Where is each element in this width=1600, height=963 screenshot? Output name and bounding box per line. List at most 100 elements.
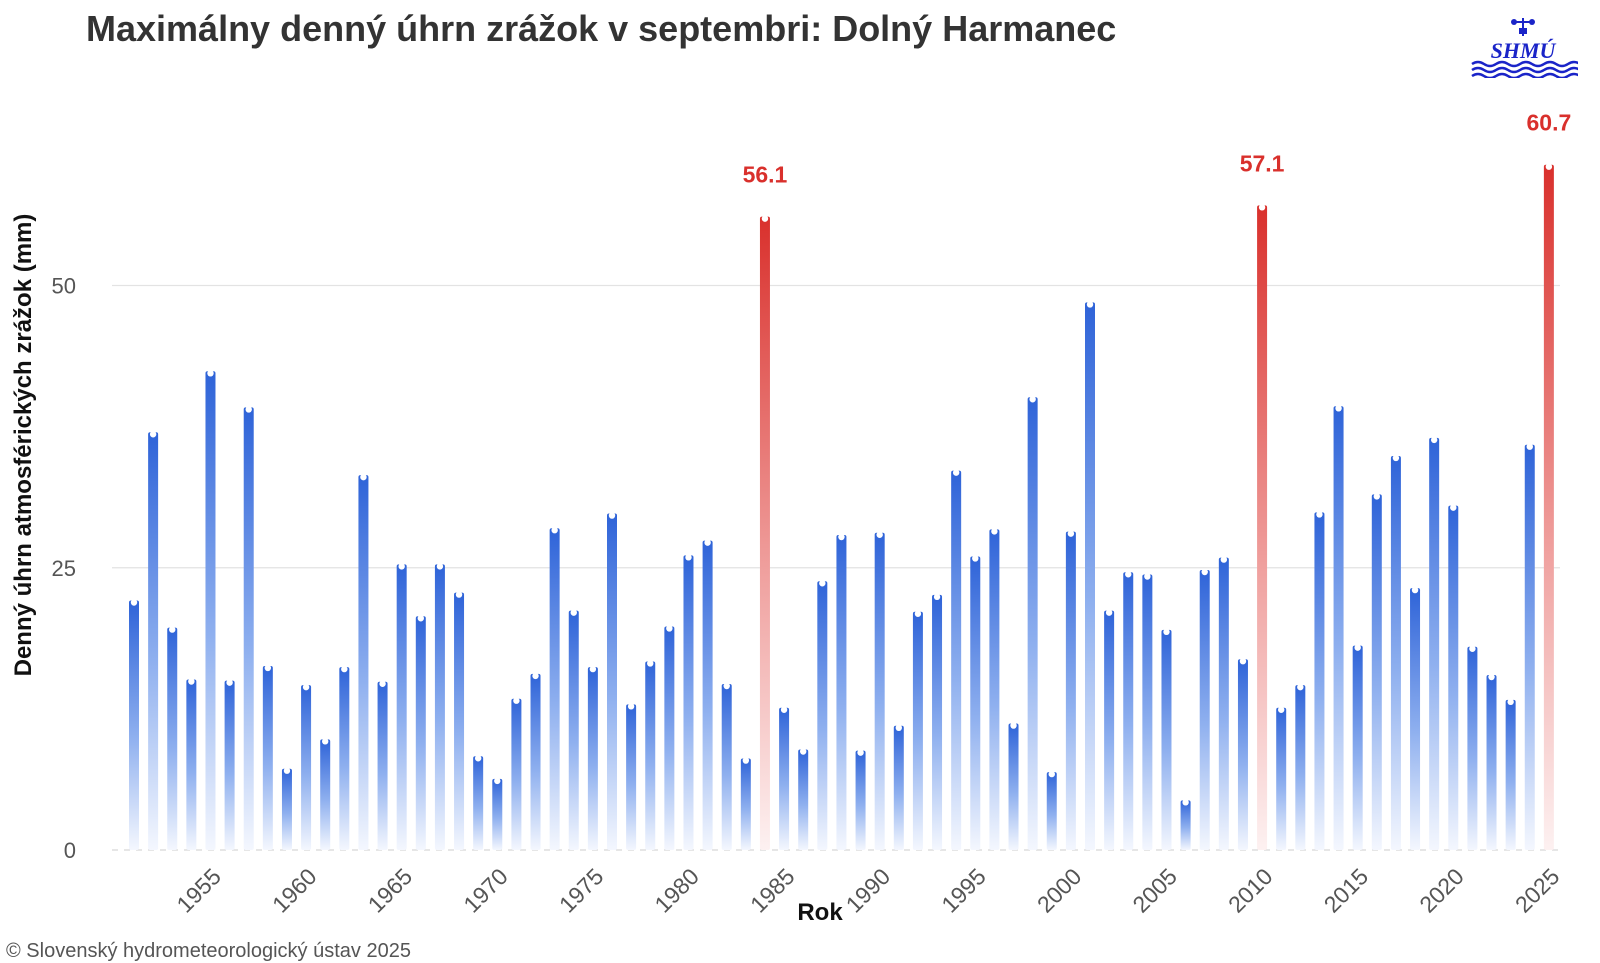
- bar-1959: [281, 768, 292, 850]
- bar-dot-1997: [1010, 722, 1017, 729]
- bar-dot-1958: [264, 664, 272, 672]
- bar-1998: [1027, 397, 1038, 850]
- bar-dot-1952: [149, 431, 157, 438]
- bar-dot-1965: [398, 563, 405, 570]
- bar-dot-2017: [1392, 454, 1400, 462]
- bar-2003: [1123, 572, 1134, 850]
- bar-1976: [607, 513, 617, 850]
- bar-dot-2022: [1488, 673, 1495, 681]
- bar-dot-1961: [322, 738, 329, 745]
- bar-dot-1992: [914, 610, 922, 617]
- bar-dot-2023: [1507, 698, 1514, 706]
- bar-dot-1979: [666, 625, 673, 632]
- bar-2006: [1180, 800, 1191, 850]
- bar-dot-1998: [1029, 396, 1036, 403]
- bar-dot-2005: [1163, 628, 1170, 636]
- bar-dot-2024: [1526, 443, 1533, 450]
- bar-dot-1993: [933, 593, 941, 601]
- bar-2017: [1390, 455, 1401, 850]
- x-tick-label: 1970: [458, 863, 513, 918]
- bar-dot-1982: [723, 682, 730, 690]
- chart-title: Maximálny denný úhrn zrážok v septembri:…: [86, 8, 1117, 49]
- x-tick-label: 1990: [841, 863, 896, 918]
- bar-dot-1988: [838, 533, 845, 541]
- bar-1966: [415, 616, 426, 850]
- bar-dot-1990: [876, 531, 883, 538]
- bar-1990: [874, 532, 885, 850]
- bar-1993: [932, 594, 943, 850]
- bar-1996: [989, 529, 1000, 850]
- bar-dot-2014: [1335, 405, 1342, 412]
- bar-dot-1954: [188, 678, 195, 685]
- x-tick-label: 1975: [554, 863, 609, 918]
- bar-1984: [759, 216, 770, 851]
- bar-2015: [1352, 645, 1363, 850]
- y-tick-label: 0: [64, 838, 76, 863]
- y-axis: 0 25 50: [52, 274, 76, 864]
- bar-1971: [511, 698, 522, 850]
- bar-dot-2016: [1373, 493, 1381, 500]
- x-tick-label: 2005: [1127, 863, 1182, 918]
- x-tick-label: 2000: [1032, 863, 1087, 918]
- bar-dot-1957: [245, 406, 252, 413]
- bar-dot-2019: [1430, 436, 1438, 444]
- bar-dot-2004: [1144, 573, 1151, 580]
- x-tick-label: 1955: [171, 863, 226, 918]
- bar-dot-1953: [169, 626, 176, 633]
- bar-1974: [568, 610, 579, 850]
- y-tick-label: 25: [52, 556, 76, 581]
- bar-dot-1987: [819, 580, 826, 587]
- bar-dot-1984: [761, 215, 769, 222]
- copyright-notice: © Slovenský hydrometeorologický ústav 20…: [6, 940, 411, 962]
- bar-1985: [779, 707, 790, 850]
- bar-dot-1974: [570, 609, 577, 616]
- bar-dot-1991: [895, 724, 902, 732]
- x-tick-label: 2025: [1510, 863, 1565, 918]
- bar-1978: [645, 661, 656, 850]
- bar-dot-1955: [207, 370, 214, 377]
- bar-1980: [683, 555, 694, 850]
- bar-dot-1989: [857, 749, 864, 756]
- bar-1954: [186, 679, 197, 850]
- x-axis-label: Rok: [797, 899, 843, 926]
- bar-1975: [587, 667, 598, 850]
- bar-1983: [740, 758, 751, 850]
- bar-2009: [1237, 659, 1248, 850]
- bar-dot-1967: [436, 563, 444, 570]
- bar-2012: [1295, 685, 1306, 850]
- bar-2025: [1543, 164, 1554, 850]
- bar-1994: [951, 470, 962, 850]
- bar-2014: [1333, 406, 1344, 850]
- x-tick-label: 2020: [1414, 863, 1469, 918]
- bar-2005: [1161, 629, 1172, 850]
- x-tick-label: 1995: [936, 863, 991, 918]
- bar-dot-1981: [704, 539, 711, 546]
- bar-dot-1986: [800, 748, 807, 755]
- bar-dot-1951: [130, 599, 138, 606]
- bar-1995: [970, 556, 981, 850]
- bar-dot-2007: [1201, 568, 1208, 576]
- bar-dot-1970: [494, 777, 501, 785]
- bar-2019: [1429, 437, 1440, 850]
- bar-1953: [167, 627, 178, 850]
- bar-dot-1995: [972, 555, 979, 562]
- bar-2004: [1142, 574, 1153, 850]
- bar-dot-1978: [647, 660, 654, 667]
- bar-dot-1959: [283, 767, 291, 774]
- data-label-2025: 60.7: [1526, 110, 1571, 136]
- x-tick-label: 1980: [649, 863, 704, 918]
- bar-dot-1962: [341, 665, 348, 673]
- logo-text: SHMÚ: [1491, 38, 1557, 63]
- bar-dot-1971: [513, 697, 520, 704]
- bar-1988: [836, 535, 847, 850]
- bar-1951: [129, 600, 139, 850]
- bar-dot-1976: [608, 512, 616, 519]
- bar-1981: [702, 540, 713, 850]
- bar-2023: [1505, 699, 1516, 850]
- bar-1964: [377, 681, 388, 850]
- bar-dot-1996: [991, 528, 998, 535]
- bar-1952: [148, 432, 159, 850]
- bar-1997: [1008, 723, 1019, 850]
- bar-dot-2003: [1125, 571, 1132, 578]
